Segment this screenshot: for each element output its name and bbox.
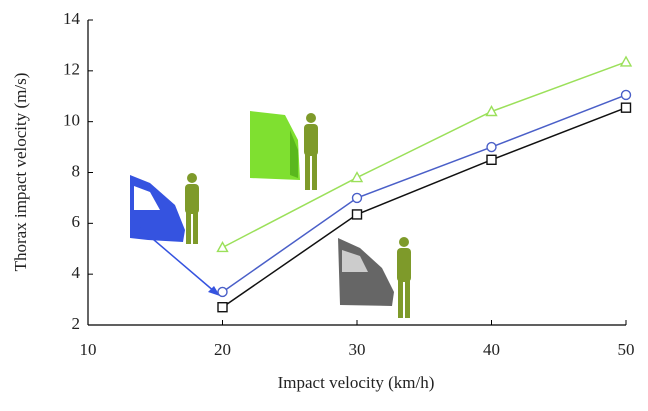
- series-line: [222, 106, 627, 308]
- series-line: [222, 61, 627, 249]
- illustration-blue-car: [130, 175, 220, 296]
- x-tick-label: 40: [483, 340, 500, 359]
- y-tick-label: 10: [63, 111, 80, 130]
- x-tick-label: 20: [214, 340, 231, 359]
- marker: [620, 89, 632, 101]
- x-tick-label: 30: [349, 340, 366, 359]
- y-tick-label: 4: [72, 263, 81, 282]
- marker: [216, 241, 229, 253]
- illustration-figure-1: [185, 173, 199, 244]
- y-tick-label: 2: [72, 314, 81, 333]
- marker: [486, 141, 497, 153]
- marker: [485, 105, 498, 117]
- illustration-green-car: [250, 111, 300, 180]
- illustration-gray-car: [338, 238, 394, 306]
- marker: [620, 102, 632, 113]
- illustration-figure-2: [304, 113, 318, 190]
- y-tick-label: 6: [72, 212, 81, 231]
- y-tick-label: 14: [63, 9, 81, 28]
- marker: [486, 154, 497, 165]
- marker: [217, 286, 228, 298]
- x-tick-label: 50: [618, 340, 635, 359]
- marker: [351, 209, 363, 220]
- marker: [351, 192, 363, 204]
- y-tick-label: 8: [72, 161, 81, 180]
- marker: [350, 171, 364, 183]
- x-axis-title: Impact velocity (km/h): [278, 373, 435, 392]
- y-axis-title: Thorax impact velocity (m/s): [11, 73, 30, 272]
- y-tick-label: 12: [63, 60, 80, 79]
- marker: [619, 55, 633, 67]
- x-tick-label: 10: [80, 340, 97, 359]
- marker: [217, 302, 228, 313]
- series-line: [222, 94, 627, 293]
- illustration-figure-3: [397, 237, 411, 318]
